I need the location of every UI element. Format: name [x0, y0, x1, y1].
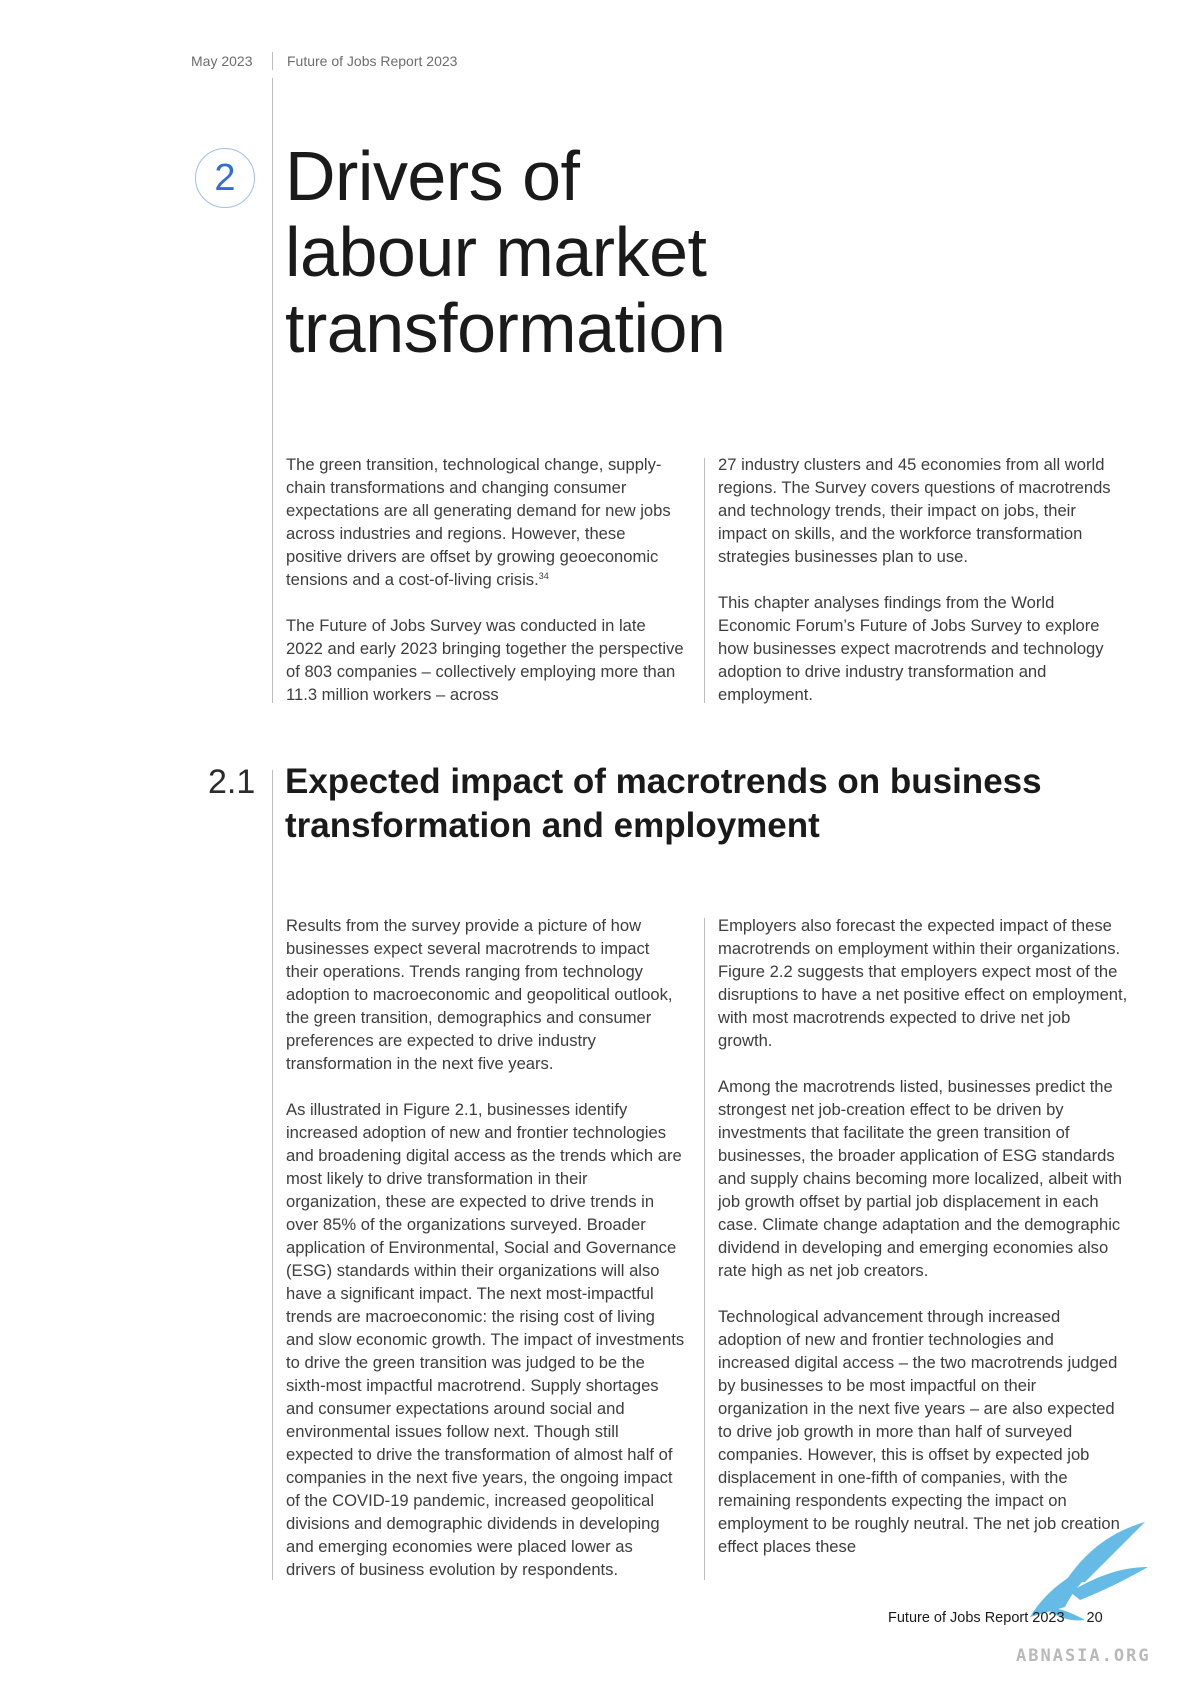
header-divider	[272, 52, 273, 70]
header-report-title: Future of Jobs Report 2023	[287, 53, 458, 69]
chapter-number: 2	[214, 156, 236, 199]
intro-paragraph: This chapter analyses findings from the …	[718, 593, 1104, 704]
footer-report-title: Future of Jobs Report 2023	[888, 1610, 1065, 1626]
intro-paragraph-text: The green transition, technological chan…	[286, 455, 671, 589]
footnote-marker[interactable]: 34	[538, 571, 549, 581]
watermark-text: ABNASIA.ORG	[1016, 1646, 1151, 1666]
chapter-title-line: Drivers of	[285, 137, 580, 215]
section-title-line: transformation and employment	[285, 806, 820, 845]
body-paragraph: Among the macrotrends listed, businesses…	[718, 1077, 1123, 1280]
section-right-column: Employers also forecast the expected imp…	[718, 914, 1128, 1581]
section-rule	[272, 770, 273, 1580]
section-title: Expected impact of macrotrends on busine…	[285, 760, 1085, 848]
body-paragraph: Employers also forecast the expected imp…	[718, 916, 1128, 1050]
column-divider	[704, 458, 705, 703]
chapter-title: Drivers of labour market transformation	[285, 137, 726, 367]
chapter-rule	[272, 78, 273, 703]
section-left-column: Results from the survey provide a pictur…	[286, 914, 686, 1604]
intro-right-column: 27 industry clusters and 45 economies fr…	[718, 453, 1128, 729]
chapter-number-badge: 2	[195, 148, 255, 208]
page-number: 20	[1086, 1610, 1103, 1626]
bird-logo-icon	[1030, 1522, 1148, 1621]
page-footer: Future of Jobs Report 2023 20	[888, 1610, 1103, 1626]
header-date: May 2023	[191, 53, 253, 69]
body-paragraph: Results from the survey provide a pictur…	[286, 916, 673, 1073]
chapter-title-line: labour market	[285, 213, 707, 291]
intro-paragraph: 27 industry clusters and 45 economies fr…	[718, 455, 1111, 566]
column-divider	[704, 918, 705, 1580]
section-title-line: Expected impact of macrotrends on busine…	[285, 762, 1042, 801]
chapter-title-line: transformation	[285, 289, 726, 367]
intro-left-column: The green transition, technological chan…	[286, 453, 686, 729]
intro-paragraph: The green transition, technological chan…	[286, 453, 686, 591]
section-number: 2.1	[208, 763, 256, 801]
body-paragraph: As illustrated in Figure 2.1, businesses…	[286, 1100, 685, 1579]
body-paragraph: Technological advancement through increa…	[718, 1307, 1120, 1556]
intro-paragraph: The Future of Jobs Survey was conducted …	[286, 616, 684, 704]
